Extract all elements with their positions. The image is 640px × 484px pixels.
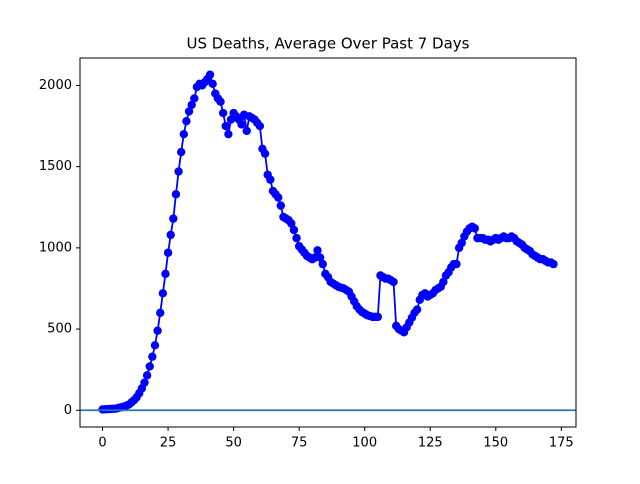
marker: [315, 253, 325, 262]
marker: [470, 224, 480, 233]
plot-frame: [79, 57, 577, 428]
marker: [156, 308, 165, 318]
y-tick-label: 1500: [39, 159, 72, 174]
y-tick-label: 0: [64, 403, 72, 418]
marker: [260, 149, 270, 158]
marker: [439, 277, 448, 287]
marker: [412, 305, 422, 314]
marker: [153, 326, 162, 335]
x-tick-label: 150: [483, 436, 508, 451]
y-tick-label: 500: [47, 322, 72, 337]
marker: [148, 352, 157, 361]
marker: [216, 97, 225, 106]
marker: [292, 233, 301, 243]
marker: [276, 201, 286, 210]
marker: [266, 175, 275, 184]
marker: [289, 225, 299, 235]
marker: [190, 94, 199, 103]
marker: [163, 248, 173, 257]
x-tick-label: 25: [160, 436, 177, 451]
marker: [176, 147, 186, 157]
x-tick-label: 50: [225, 436, 242, 451]
x-tick-label: 125: [418, 436, 443, 451]
marker: [179, 129, 189, 139]
chart-title: US Deaths, Average Over Past 7 Days: [187, 35, 470, 53]
marker: [549, 259, 558, 269]
marker: [142, 371, 152, 380]
marker: [158, 289, 168, 298]
marker: [242, 126, 251, 136]
y-tick-label: 1000: [39, 240, 72, 255]
marker: [313, 246, 322, 255]
marker: [205, 70, 215, 79]
marker: [318, 259, 327, 269]
marker: [389, 277, 398, 287]
marker: [452, 259, 461, 269]
marker: [166, 230, 175, 240]
marker: [169, 214, 178, 223]
marker: [184, 107, 194, 116]
marker: [287, 219, 296, 228]
marker: [221, 121, 230, 131]
marker: [255, 121, 265, 131]
marker: [457, 238, 466, 248]
marker: [161, 269, 170, 279]
marker: [373, 312, 383, 322]
marker: [208, 79, 217, 89]
x-tick-label: 175: [549, 436, 574, 451]
marker: [140, 378, 149, 387]
marker: [171, 190, 181, 199]
marker: [273, 193, 283, 202]
marker: [187, 100, 196, 110]
marker: [145, 362, 154, 371]
y-tick-label: 2000: [39, 78, 72, 93]
marker: [224, 129, 233, 139]
x-tick-label: 75: [291, 436, 308, 451]
marker: [218, 108, 228, 118]
marker: [237, 120, 246, 129]
x-tick-label: 0: [98, 436, 106, 451]
marker: [150, 341, 160, 350]
x-tick-label: 100: [352, 436, 377, 451]
marker: [174, 167, 183, 176]
marker: [182, 116, 191, 126]
